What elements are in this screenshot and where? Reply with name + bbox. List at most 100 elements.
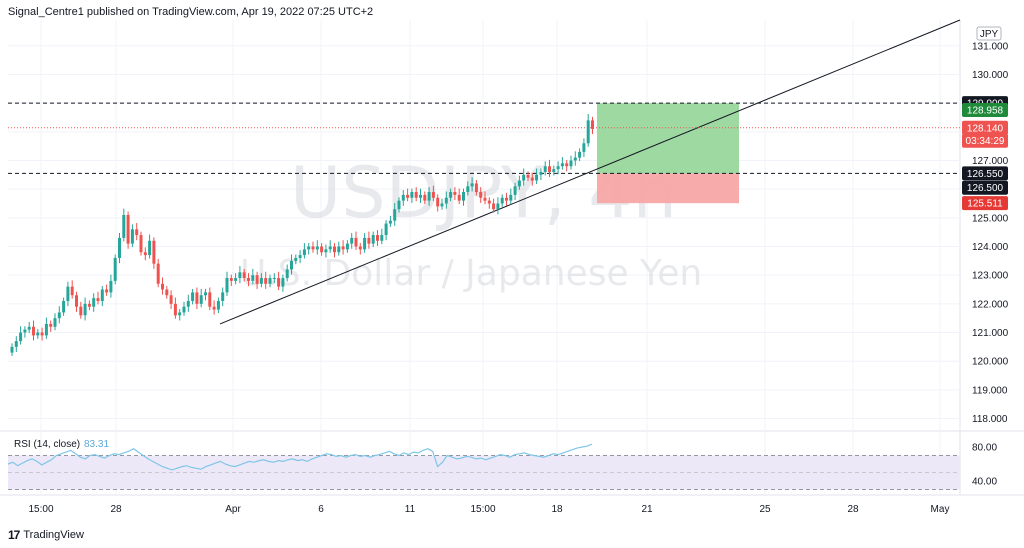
candle-body	[100, 289, 104, 301]
x-tick-label: 15:00	[28, 504, 53, 515]
candle-body	[199, 295, 203, 304]
candle-body	[556, 166, 560, 170]
candle-body	[247, 278, 250, 281]
candle-body	[586, 120, 590, 144]
candle-body	[139, 235, 143, 253]
candle-body	[259, 278, 263, 284]
candle-body	[487, 200, 491, 204]
y-tick-label: 131.000	[972, 41, 1009, 52]
candle-body	[354, 237, 358, 247]
candle-body	[341, 246, 345, 250]
candle-body	[401, 194, 405, 201]
candle-body	[178, 312, 182, 316]
drawing-lines[interactable]	[8, 19, 961, 325]
candle-body	[535, 174, 539, 181]
candle-body	[161, 283, 164, 290]
candle-body	[483, 197, 487, 201]
candle-body	[522, 174, 526, 181]
candle-body	[32, 326, 35, 336]
candle-body	[83, 303, 87, 316]
candle-body	[462, 192, 465, 201]
candle-body	[238, 272, 242, 279]
candle-body	[397, 200, 401, 210]
price-label-text: 126.550	[967, 169, 1004, 180]
currency-badge-label: JPY	[980, 29, 999, 40]
candle-body	[294, 257, 298, 261]
y-tick-label: 125.000	[972, 213, 1009, 224]
candle-body	[57, 312, 61, 319]
candle-body	[539, 171, 543, 175]
candle-body	[384, 223, 388, 236]
candle-body	[453, 192, 457, 195]
price-label-box	[962, 166, 1008, 181]
candle-body	[350, 237, 354, 244]
candle-body	[573, 157, 577, 161]
footer-logo[interactable]: 17 TradingView	[8, 528, 84, 542]
candle-body	[457, 194, 461, 201]
price-label-text: 128.958	[967, 106, 1004, 117]
candle-body	[290, 260, 293, 270]
candle-body	[92, 298, 96, 307]
candle-body	[62, 300, 66, 313]
candle-body	[410, 192, 414, 198]
candle-body	[466, 186, 470, 193]
candle-body	[126, 214, 130, 244]
rsi-pane[interactable]: 80.00 40.00	[7, 443, 997, 490]
candle-body	[423, 194, 427, 201]
watermark-description: U.S. Dollar / Japanese Yen	[240, 253, 702, 294]
candle-body	[449, 192, 453, 198]
candle-body	[380, 235, 384, 241]
candle-body	[505, 197, 508, 201]
y-tick-label: 119.000	[972, 385, 1008, 396]
candle-body	[311, 246, 315, 250]
rsi-label: RSI (14, close)	[14, 439, 80, 450]
candle-body	[513, 186, 517, 195]
candle-body	[23, 329, 27, 333]
candles	[10, 114, 594, 357]
candle-body	[79, 306, 83, 316]
candle-body	[500, 197, 504, 204]
candle-body	[264, 278, 268, 284]
y-tick-label: 130.000	[972, 70, 1009, 81]
candle-body	[509, 194, 513, 201]
candle-body	[130, 229, 134, 244]
candle-body	[543, 166, 547, 172]
publish-attribution: Signal_Centre1 published on TradingView.…	[8, 6, 374, 18]
x-tick-label: Apr	[225, 504, 241, 515]
candle-body	[419, 194, 422, 198]
y-tick-label: 122.000	[972, 299, 1009, 310]
candle-body	[578, 151, 582, 158]
candle-body	[122, 214, 126, 238]
candle-body	[302, 249, 306, 256]
candle-body	[517, 180, 521, 187]
candle-body	[328, 246, 332, 250]
rsi-line	[7, 443, 593, 471]
currency-badge[interactable]: JPY	[976, 26, 1002, 41]
rsi-tick-label: 40.00	[972, 477, 997, 488]
candle-body	[393, 209, 397, 221]
candle-body	[105, 289, 109, 293]
candle-body	[87, 303, 91, 307]
candle-body	[565, 163, 569, 167]
risk-reward-zones[interactable]	[597, 103, 739, 204]
y-tick-label: 120.000	[972, 357, 1009, 368]
candle-body	[195, 292, 199, 304]
candle-body	[427, 192, 431, 201]
candle-body	[440, 203, 444, 207]
candle-body	[367, 237, 371, 244]
candle-body	[470, 183, 474, 187]
candle-body	[315, 246, 319, 250]
candle-body	[281, 278, 285, 287]
price-label-box	[962, 133, 1008, 148]
price-label-text: 125.511	[967, 199, 1003, 210]
candle-body	[204, 292, 207, 296]
time-axis[interactable]: 15:00 28 Apr 6 11 15:00 18 21 25 28 May	[28, 504, 949, 515]
candle-body	[14, 341, 18, 347]
candle-body	[27, 326, 31, 330]
target-zone	[597, 103, 739, 174]
price-label-text: 128.140	[967, 123, 1004, 134]
tradingview-logo-icon: 17	[8, 528, 20, 542]
candle-body	[560, 163, 564, 167]
candle-body	[49, 323, 53, 327]
